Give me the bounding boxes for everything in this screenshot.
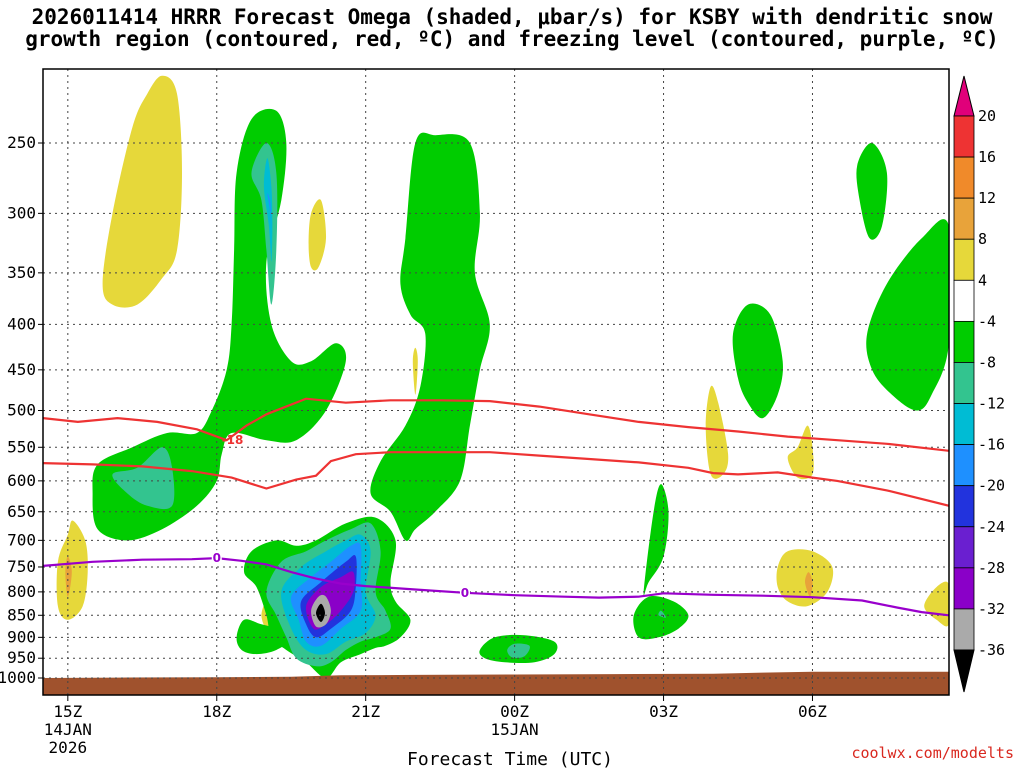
x-tick-date: 15JAN (491, 720, 539, 739)
colorbar-swatch (953, 485, 975, 528)
colorbar-label: -16 (978, 436, 1005, 454)
y-axis: 250 300 350 400 450 500 550 600 650 700 750 800 850 9… (0, 133, 43, 687)
colorbar-swatch (953, 115, 975, 158)
colorbar-label: -28 (978, 559, 1005, 577)
colorbar-swatch (953, 608, 975, 651)
omega-region-orange (804, 572, 813, 597)
colorbar-label: 16 (978, 148, 996, 166)
colorbar-swatch (953, 197, 975, 240)
omega-region-green (633, 596, 689, 640)
omega-region-green (856, 142, 888, 240)
colorbar-swatch (953, 279, 975, 322)
chart-title: 2026011414 HRRR Forecast Omega (shaded, … (0, 6, 1024, 50)
plot-frame (42, 68, 950, 696)
x-tick-label: 06Z (798, 702, 827, 721)
x-axis-label: Forecast Time (UTC) (407, 749, 613, 768)
x-tick-date: 14JAN (44, 720, 92, 739)
x-tick-label: 18Z (202, 702, 231, 721)
omega-region-yellow (102, 75, 182, 308)
y-tick-label: 1000 (0, 668, 36, 687)
colorbar-label: -32 (978, 600, 1005, 618)
gridlines (43, 69, 949, 695)
dgz-contour-line (43, 451, 949, 507)
omega-region-orange (65, 556, 72, 597)
x-tick-year: 2026 (49, 738, 88, 757)
y-tick-label: 450 (7, 360, 36, 379)
colorbar-swatch (953, 526, 975, 569)
colorbar-label: -4 (978, 312, 996, 330)
title-line-2: growth region (contoured, red, ºC) and f… (25, 27, 999, 51)
y-tick-label: 250 (7, 133, 36, 152)
dgz-contour-line (43, 397, 949, 452)
colorbar-label: 20 (978, 107, 996, 125)
freezing-level-label: 0 (461, 586, 469, 600)
title-line-1: 2026011414 HRRR Forecast Omega (shaded, … (31, 5, 993, 29)
colorbar-label: -24 (978, 518, 1005, 536)
colorbar-swatch (953, 320, 975, 363)
colorbar-label: -20 (978, 477, 1005, 495)
omega-region-green (732, 303, 783, 419)
colorbar-label: 8 (978, 230, 987, 248)
omega-region-blue (267, 193, 272, 233)
freezing-label-bg (459, 584, 470, 599)
colorbar-swatch (953, 156, 975, 199)
omega-region-teal (507, 643, 530, 658)
colorbar-top-arrow (953, 75, 975, 117)
credit-text: coolwx.com/modelts (851, 744, 1014, 762)
freezing-label-bg (211, 550, 222, 565)
omega-region-green (370, 132, 490, 541)
x-tick-label: 00Z (500, 702, 529, 721)
y-tick-label: 800 (7, 582, 36, 601)
omega-region-yellow (705, 385, 729, 479)
x-tick-label: 15Z (53, 702, 82, 721)
y-tick-label: 650 (7, 502, 36, 521)
y-tick-label: 850 (7, 605, 36, 624)
y-tick-label: 300 (7, 203, 36, 222)
omega-shading-layer (56, 75, 949, 678)
colorbar-swatch (953, 444, 975, 487)
contour-layer: -18 0 0 (43, 397, 949, 617)
colorbar-swatch (953, 238, 975, 281)
y-tick-label: 600 (7, 471, 36, 490)
omega-region-green (866, 219, 949, 411)
omega-region-cyan (263, 158, 273, 262)
omega-region-black (316, 603, 325, 622)
y-tick-label: 700 (7, 530, 36, 549)
colorbar-swatch (953, 362, 975, 404)
colorbar-label: 12 (978, 189, 996, 207)
omega-region-yellow (776, 549, 834, 607)
omega-region-yellow (308, 199, 327, 271)
x-tick-label: 21Z (351, 702, 380, 721)
omega-region-teal (658, 610, 667, 618)
colorbar-label: -8 (978, 353, 996, 371)
y-tick-label: 900 (7, 627, 36, 646)
colorbar-label: -36 (978, 641, 1005, 659)
y-tick-label: 500 (7, 401, 36, 420)
dgz-contour-label: -18 (222, 433, 244, 447)
y-tick-label: 400 (7, 314, 36, 333)
omega-region-green (92, 108, 347, 541)
colorbar-bottom-arrow (953, 649, 975, 693)
y-tick-label: 350 (7, 263, 36, 282)
colorbar: 20 16 12 8 4 -4 -8 -12 -16 -20 -24 -28 -32 -36 (953, 75, 1005, 693)
colorbar-label: 4 (978, 271, 987, 289)
omega-region-yellow (412, 347, 418, 395)
y-tick-label: 750 (7, 557, 36, 576)
omega-region-yellow (56, 520, 88, 620)
x-tick-label: 03Z (649, 702, 678, 721)
colorbar-swatch (953, 567, 975, 610)
omega-region-teal (112, 447, 175, 510)
y-tick-label: 550 (7, 437, 36, 456)
freezing-level-label: 0 (213, 551, 221, 565)
colorbar-label: -12 (978, 395, 1005, 413)
y-tick-label: 950 (7, 648, 36, 667)
colorbar-swatch (953, 403, 975, 446)
